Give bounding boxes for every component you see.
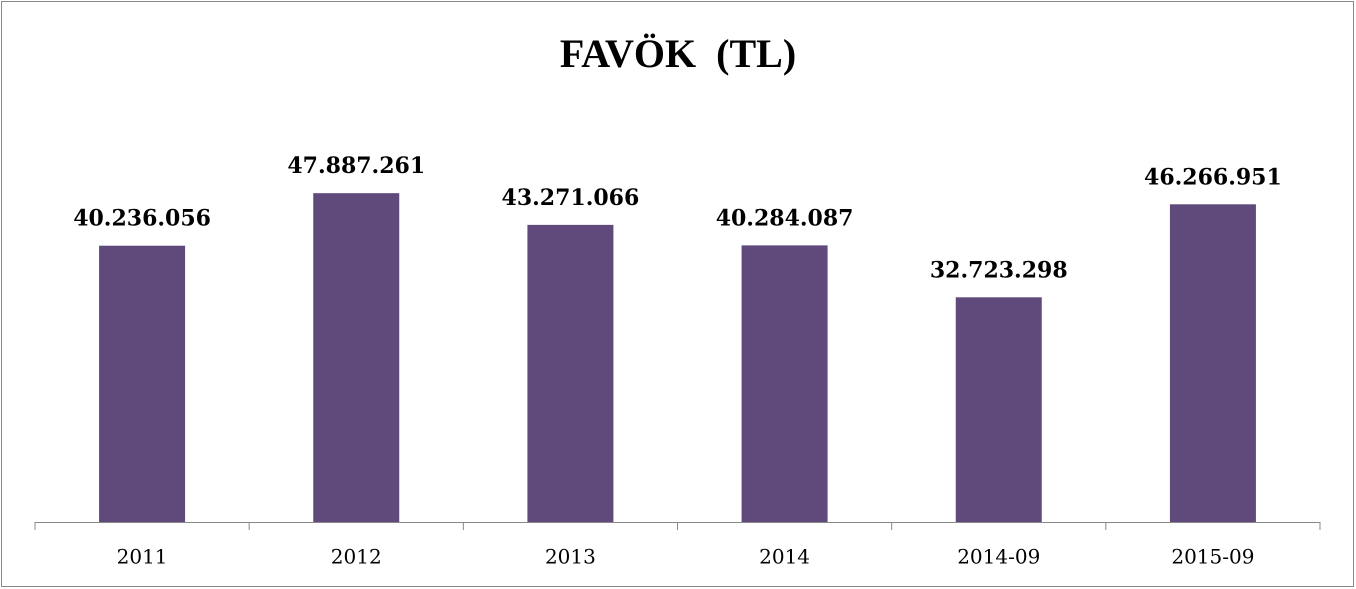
x-tick-label: 2015-09 xyxy=(1171,545,1254,569)
bar xyxy=(527,224,614,522)
data-label: 43.271.066 xyxy=(502,185,640,211)
x-tick-label: 2013 xyxy=(545,545,596,569)
data-label: 46.266.951 xyxy=(1144,164,1282,190)
data-label: 40.284.087 xyxy=(716,205,854,231)
bar xyxy=(99,245,186,523)
bar xyxy=(741,245,828,522)
data-label: 47.887.261 xyxy=(287,153,425,179)
bar xyxy=(955,297,1042,522)
x-tick-label: 2014 xyxy=(759,545,810,569)
chart-title: FAVÖK (TL) xyxy=(560,31,796,76)
bar xyxy=(1169,204,1256,522)
data-label: 32.723.298 xyxy=(930,257,1068,283)
x-tick-label: 2014-09 xyxy=(957,545,1040,569)
data-label: 40.236.056 xyxy=(73,206,211,232)
bar xyxy=(313,193,400,523)
x-tick-label: 2012 xyxy=(331,545,382,569)
x-tick-label: 2011 xyxy=(117,545,168,569)
